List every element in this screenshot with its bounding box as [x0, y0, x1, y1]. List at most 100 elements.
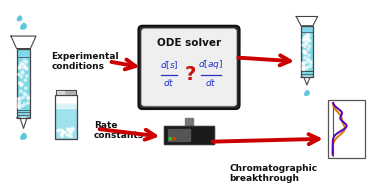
- Circle shape: [23, 59, 26, 62]
- Bar: [17, 49, 31, 118]
- Circle shape: [25, 68, 28, 70]
- Circle shape: [25, 75, 28, 77]
- Circle shape: [23, 103, 26, 106]
- Circle shape: [20, 83, 23, 86]
- Bar: [56, 90, 76, 95]
- Circle shape: [303, 39, 306, 41]
- Bar: [301, 26, 313, 77]
- Text: $d[aq]$: $d[aq]$: [198, 58, 223, 71]
- Circle shape: [64, 131, 67, 133]
- Text: $dt$: $dt$: [205, 77, 217, 88]
- Circle shape: [309, 61, 312, 63]
- Bar: [56, 104, 76, 108]
- Circle shape: [66, 134, 68, 136]
- Circle shape: [303, 50, 305, 53]
- Circle shape: [302, 62, 304, 64]
- Circle shape: [307, 58, 309, 61]
- Bar: [56, 90, 76, 95]
- Circle shape: [306, 39, 308, 41]
- Circle shape: [303, 37, 305, 40]
- Circle shape: [302, 64, 305, 66]
- Circle shape: [307, 37, 309, 39]
- Circle shape: [21, 63, 23, 65]
- Circle shape: [20, 84, 23, 87]
- Circle shape: [60, 133, 62, 136]
- Circle shape: [302, 67, 305, 70]
- Circle shape: [61, 133, 63, 135]
- Circle shape: [25, 67, 28, 70]
- Circle shape: [302, 39, 305, 42]
- Circle shape: [304, 51, 307, 54]
- Circle shape: [71, 127, 74, 130]
- Bar: [185, 118, 193, 128]
- Text: $dt$: $dt$: [163, 77, 175, 88]
- Circle shape: [19, 97, 21, 100]
- Circle shape: [18, 67, 21, 69]
- Circle shape: [23, 64, 26, 67]
- Circle shape: [18, 104, 20, 107]
- Circle shape: [72, 129, 74, 131]
- Bar: [328, 100, 366, 158]
- Circle shape: [309, 62, 312, 64]
- Circle shape: [307, 33, 309, 36]
- Circle shape: [63, 131, 65, 133]
- Circle shape: [308, 34, 310, 37]
- Circle shape: [22, 96, 24, 99]
- Circle shape: [21, 105, 23, 107]
- Circle shape: [70, 131, 72, 133]
- Bar: [17, 49, 31, 118]
- Circle shape: [23, 92, 26, 95]
- Circle shape: [305, 67, 307, 70]
- Circle shape: [307, 48, 310, 51]
- Bar: [56, 104, 76, 138]
- Circle shape: [58, 129, 60, 131]
- Circle shape: [62, 131, 64, 133]
- Circle shape: [308, 39, 310, 42]
- Circle shape: [23, 66, 25, 69]
- Circle shape: [57, 130, 59, 132]
- Text: Experimental
conditions: Experimental conditions: [51, 52, 119, 71]
- Circle shape: [17, 105, 20, 108]
- Circle shape: [67, 128, 70, 130]
- Circle shape: [305, 42, 307, 44]
- Circle shape: [20, 62, 23, 64]
- Circle shape: [305, 42, 308, 45]
- Bar: [164, 126, 214, 144]
- Circle shape: [309, 65, 312, 67]
- Circle shape: [19, 83, 22, 85]
- Circle shape: [308, 39, 311, 42]
- Circle shape: [18, 100, 20, 103]
- Circle shape: [304, 56, 306, 59]
- Bar: [301, 26, 313, 77]
- Bar: [17, 50, 29, 117]
- Circle shape: [302, 65, 305, 68]
- Circle shape: [19, 82, 21, 84]
- Circle shape: [70, 135, 72, 138]
- Circle shape: [23, 65, 26, 68]
- Circle shape: [304, 52, 307, 54]
- Circle shape: [70, 131, 72, 134]
- Circle shape: [308, 45, 311, 48]
- Circle shape: [305, 61, 308, 63]
- Text: $d[s]$: $d[s]$: [160, 60, 178, 71]
- Bar: [55, 95, 77, 139]
- Polygon shape: [21, 24, 26, 29]
- Circle shape: [17, 98, 20, 100]
- Polygon shape: [301, 77, 313, 85]
- Circle shape: [169, 138, 171, 140]
- Bar: [57, 91, 65, 94]
- Circle shape: [25, 87, 27, 89]
- Circle shape: [61, 135, 63, 137]
- Text: Chromatographic
breakthrough: Chromatographic breakthrough: [229, 164, 318, 183]
- Circle shape: [304, 51, 307, 54]
- Circle shape: [303, 61, 305, 64]
- Circle shape: [27, 96, 29, 98]
- Bar: [168, 129, 191, 141]
- Circle shape: [24, 79, 26, 82]
- Circle shape: [68, 134, 70, 136]
- Polygon shape: [305, 91, 309, 95]
- Circle shape: [18, 106, 20, 109]
- Circle shape: [24, 93, 27, 96]
- Bar: [55, 95, 77, 139]
- Circle shape: [305, 36, 307, 39]
